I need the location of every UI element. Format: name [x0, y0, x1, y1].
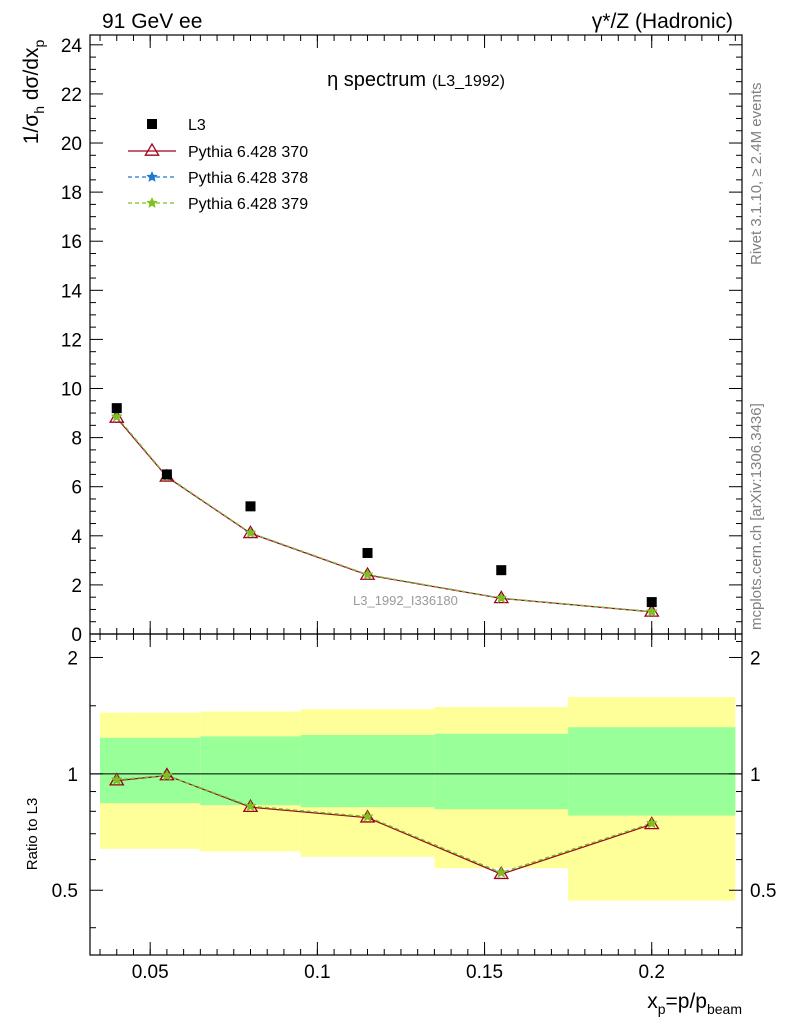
y-axis-label: 1/σh dσ/dxp	[20, 40, 47, 145]
svg-text:1/σh dσ/dxp: 1/σh dσ/dxp	[20, 40, 47, 145]
ratio-tick-label-left: 0.5	[52, 881, 78, 902]
y-tick-label: 4	[71, 527, 82, 548]
ratio-band-inner	[100, 737, 134, 804]
y-tick-label: 24	[61, 36, 83, 57]
x-tick-label: 0.2	[639, 962, 665, 983]
legend-entry: Pythia 6.428 370	[128, 142, 308, 161]
ratio-tick-label-left: 1	[67, 765, 78, 786]
series-line	[116, 416, 652, 613]
watermark: L3_1992_I336180	[353, 593, 458, 608]
header-left: 91 GeV ee	[102, 10, 202, 33]
x-tick-label: 0.15	[466, 962, 503, 983]
mcplots-note: mcplots.cern.ch [arXiv:1306.3436]	[748, 403, 765, 630]
y-tick-label: 14	[61, 281, 83, 302]
x-axis-label: xp=p/pbeam	[647, 990, 742, 1017]
ratio-marker-star	[495, 866, 508, 878]
series-line	[116, 416, 652, 613]
ratio-tick-label-right: 0.5	[750, 881, 776, 902]
ratio-marker-star	[361, 810, 374, 822]
y-tick-label: 16	[61, 232, 82, 253]
legend-label: Pythia 6.428 370	[188, 144, 308, 161]
legend-marker-square	[147, 119, 157, 129]
ratio-series-line	[116, 774, 652, 874]
header-right: γ*/Z (Hadronic)	[592, 10, 733, 33]
y-tick-label: 22	[61, 85, 82, 106]
ratio-marker-star	[110, 773, 123, 785]
ratio-marker-star	[244, 800, 257, 812]
legend-label: Pythia 6.428 379	[188, 196, 308, 213]
series-marker-star	[110, 410, 123, 422]
legend-entry: L3	[147, 117, 206, 134]
ratio-band-inner	[434, 733, 569, 810]
data-point	[496, 565, 507, 576]
legend-entry: Pythia 6.428 379	[128, 196, 308, 213]
y-tick-label: 10	[61, 380, 82, 401]
series-marker-star	[361, 568, 374, 580]
ratio-band-inner	[568, 727, 736, 816]
chart-title: η spectrum (L3_1992)	[327, 69, 505, 91]
ratio-y-label: Ratio to L3	[24, 798, 41, 871]
data-point	[111, 403, 122, 414]
y-tick-label: 20	[61, 134, 82, 155]
data-point	[245, 501, 256, 512]
legend: L3 Pythia 6.428 370 Pythia 6.428 378 Pythia…	[128, 117, 308, 213]
series-marker-star	[244, 526, 257, 538]
legend-marker-star	[146, 170, 158, 182]
series-line	[116, 417, 652, 613]
x-tick-label: 0.05	[132, 962, 169, 983]
y-tick-label: 2	[71, 576, 82, 597]
ratio-panel: 0.05 0.1 0.15 0.2 0.5 0.5 1 1 2 2	[52, 633, 776, 983]
legend-label: Pythia 6.428 378	[188, 170, 308, 187]
y-tick-label: 18	[61, 183, 82, 204]
y-tick-label: 6	[71, 478, 82, 499]
ratio-tick-label-right: 2	[750, 648, 761, 669]
ratio-frame	[89, 633, 743, 956]
legend-entry: Pythia 6.428 378	[128, 170, 308, 187]
legend-label: L3	[188, 117, 206, 134]
series-marker-star	[645, 605, 658, 617]
legend-marker-star	[146, 196, 158, 208]
ratio-series-line	[116, 774, 652, 875]
ratio-marker-star	[161, 769, 173, 781]
legend-marker-triangle	[144, 142, 160, 156]
ratio-tick-label-left: 2	[67, 648, 78, 669]
y-tick-label: 0	[71, 625, 82, 646]
data-point	[646, 597, 657, 608]
y-tick-label: 8	[71, 429, 82, 450]
chart-title-main: η spectrum	[327, 69, 426, 91]
ratio-tick-label-right: 1	[750, 765, 761, 786]
data-point	[362, 547, 373, 558]
svg-text:xp=p/pbeam: xp=p/pbeam	[647, 990, 742, 1017]
data-point	[161, 469, 172, 480]
chart-title-tag: (L3_1992)	[432, 73, 505, 90]
ratio-band-inner	[200, 736, 301, 806]
y-tick-label: 12	[61, 330, 82, 351]
x-tick-label: 0.1	[304, 962, 330, 983]
ratio-band-inner	[300, 735, 435, 808]
series-marker-star	[495, 592, 508, 604]
rivet-note: Rivet 3.1.10, ≥ 2.4M events	[748, 83, 765, 266]
ratio-marker-star	[645, 817, 658, 829]
